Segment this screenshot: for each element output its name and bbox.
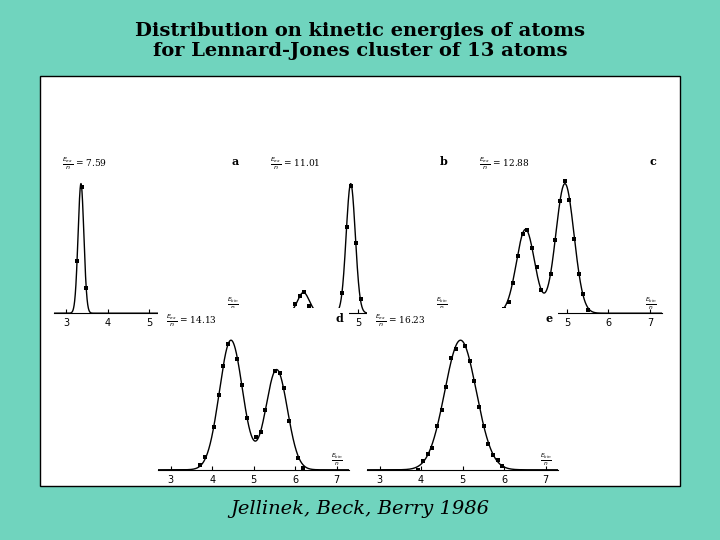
Text: b: b xyxy=(440,156,448,167)
Text: c: c xyxy=(650,156,657,167)
Text: $\frac{E_{kin}}{n}$: $\frac{E_{kin}}{n}$ xyxy=(540,452,552,468)
Text: d: d xyxy=(336,313,343,323)
Text: Distribution on kinetic energies of atoms
for Lennard-Jones cluster of 13 atoms: Distribution on kinetic energies of atom… xyxy=(135,22,585,60)
Text: $\frac{E_{kin}}{n}$: $\frac{E_{kin}}{n}$ xyxy=(227,295,239,312)
Text: e: e xyxy=(545,313,552,323)
Text: $\frac{E_{kin}}{n}$: $\frac{E_{kin}}{n}$ xyxy=(644,295,657,312)
Text: $\frac{E_{ex}}{n}$ = 11.01: $\frac{E_{ex}}{n}$ = 11.01 xyxy=(271,156,321,172)
Text: $\frac{E_{kin}}{n}$: $\frac{E_{kin}}{n}$ xyxy=(436,295,448,312)
Text: $\frac{E_{ex}}{n}$ = 12.88: $\frac{E_{ex}}{n}$ = 12.88 xyxy=(480,156,530,172)
Text: $\frac{E_{ex}}{n}$ = 7.59: $\frac{E_{ex}}{n}$ = 7.59 xyxy=(62,156,107,172)
Text: $\frac{E_{ex}}{n}$ = 14.13: $\frac{E_{ex}}{n}$ = 14.13 xyxy=(166,313,217,329)
Text: Jellinek, Beck, Berry 1986: Jellinek, Beck, Berry 1986 xyxy=(230,501,490,518)
Text: $\frac{E_{kin}}{n}$: $\frac{E_{kin}}{n}$ xyxy=(331,452,343,468)
Text: a: a xyxy=(232,156,239,167)
Text: $\frac{E_{ex}}{n}$ = 16.23: $\frac{E_{ex}}{n}$ = 16.23 xyxy=(375,313,426,329)
